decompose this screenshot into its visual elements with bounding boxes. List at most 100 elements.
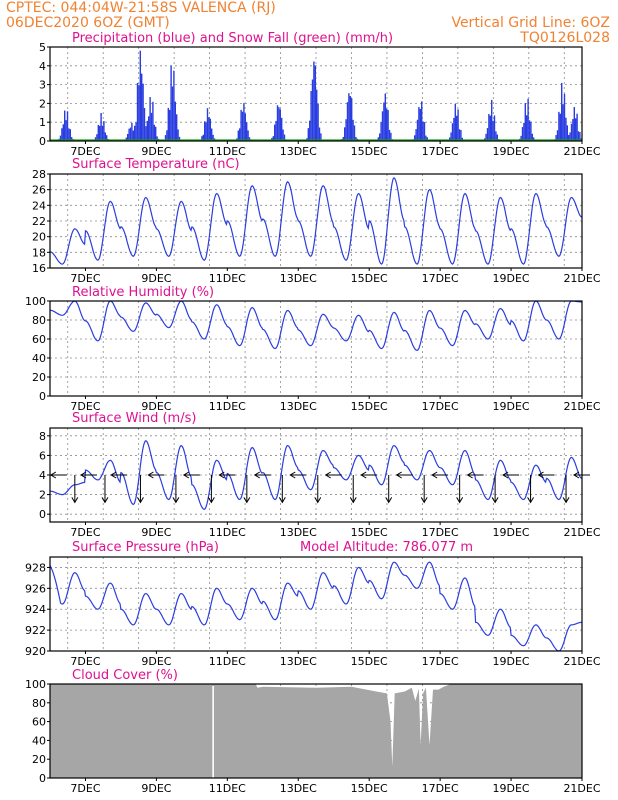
x-tick-label: 15DEC [351,655,388,668]
wind-arrow-head [527,497,535,504]
x-tick-label: 21DEC [563,655,600,668]
precip-bar [204,121,206,141]
x-tick-label: 17DEC [422,782,459,795]
y-tick-label: 16 [32,262,46,275]
precip-bar [456,115,458,141]
precip-bar [565,117,567,141]
y-tick-label: 18 [32,246,46,259]
series-line [49,177,583,265]
y-tick-label: 20 [32,231,46,244]
precip-bar [94,137,97,141]
precip-bar [576,113,578,141]
precip-bar [562,104,564,141]
precip-bar [528,120,531,141]
x-tick-label: 19DEC [493,526,530,539]
precip-bar [390,132,392,141]
x-tick-label: 13DEC [280,782,317,795]
y-tick-label: 100 [25,295,46,308]
x-tick-label: 9DEC [141,526,171,539]
wind-arrow-head [431,471,438,479]
x-tick-label: 11DEC [209,145,246,158]
y-tick-label: 60 [32,716,46,729]
panel-4: 920 922 924 926 928 7DEC 9DEC 11DEC 13DEC 15DEC 17… [25,556,601,668]
y-tick-label: 924 [25,603,46,616]
precip-bar [570,123,573,141]
temp-title: Surface Temperature (nC) [72,157,240,172]
precip-bar [531,133,533,141]
precip-bar [454,103,456,141]
precip-bar [139,50,141,141]
precip-bar [206,108,209,141]
y-tick-label: 80 [32,697,46,710]
precip-bar [202,134,204,141]
y-tick-label: 20 [32,371,46,384]
precip-bar [169,109,171,141]
x-tick-label: 21DEC [563,272,600,285]
cloud-area [50,684,582,778]
panel-5: 0 20 40 60 80 100 7DEC 9DEC 11DEC 13DEC 15DEC 17DEC… [25,678,601,795]
precip-title: Precipitation (blue) and Snow Fall (gree… [72,31,393,46]
x-tick-label: 9DEC [141,272,171,285]
precip-bar [106,135,108,141]
x-tick-label: 19DEC [493,400,530,413]
precip-bar [342,136,344,141]
precip-bar [174,101,176,141]
y-tick-label: 60 [32,333,46,346]
wind-arrow-head [110,471,117,479]
x-tick-label: 17DEC [422,145,459,158]
precip-bar [167,107,169,141]
series-line [49,561,582,652]
precip-bar [449,137,451,141]
y-tick-label: 2 [39,489,46,502]
precip-bar [387,110,389,141]
precip-bar [68,128,70,141]
precip-bar [278,107,280,141]
precip-bar [383,102,385,141]
precip-bar [377,137,379,141]
x-tick-label: 21DEC [563,526,600,539]
precip-bar [71,137,73,141]
precip-bar [569,132,571,141]
precip-bar [419,108,421,141]
precip-bar [274,124,276,141]
precip-bar [247,130,249,141]
run-date-header: 06DEC2020 6OZ (GMT) [6,15,170,31]
wind-arrow-head [324,471,331,479]
y-tick-label: 28 [32,168,46,181]
panel-frame [49,556,583,652]
precip-bar [64,110,66,141]
precip-bar [572,119,574,141]
x-tick-label: 13DEC [280,272,317,285]
precip-bar [104,132,106,141]
precip-bar [353,125,356,141]
precip-bar [523,122,525,141]
precip-bar [414,135,416,141]
precip-bar [524,103,526,141]
precip-bar [495,131,497,141]
precip-bar [526,115,528,141]
precip-bar [128,128,130,141]
station-header: CPTEC: 044:04W-21:58S VALENCA (RJ) [6,0,276,16]
precip-bar [379,133,381,141]
precip-bar [450,132,452,141]
wind-arrow-head [562,497,570,504]
model-id: TQ0126L028 [519,30,610,46]
wind-arrow-head [80,471,87,479]
precip-bar [143,107,146,141]
precip-bar [425,135,427,141]
wind-arrow-head [466,471,473,479]
wind-arrow-head [137,497,144,504]
precip-bar [148,116,150,141]
y-tick-label: 40 [32,734,46,747]
precip-bar [142,83,144,141]
wind-arrow-head [537,471,544,479]
precip-bar [533,137,535,141]
precip-bar [141,73,143,141]
precip-bar [451,123,454,141]
wind-arrow-head [420,497,428,504]
x-tick-label: 7DEC [70,782,100,795]
precip-bar [311,79,314,141]
wind-arrow-head [243,497,251,504]
humidity-title: Relative Humidity (%) [72,285,214,300]
precip-bar [146,120,148,141]
